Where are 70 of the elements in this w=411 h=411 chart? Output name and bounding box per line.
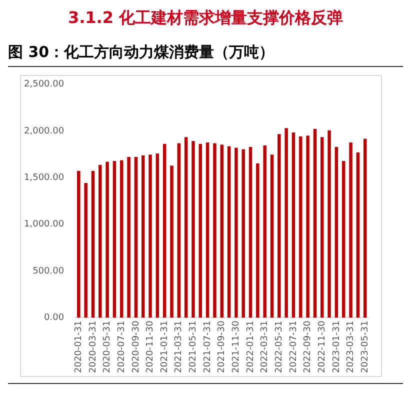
x-tick-label: 2021-11-30 [232,320,242,374]
x-tick-label: 2022-03-31 [260,320,270,374]
chart-title: 图 30：化工方向动力煤消费量（万吨） [8,43,403,67]
bar [227,146,231,318]
bar [234,148,238,318]
bar [242,149,245,318]
y-tick-label: 1,500.00 [24,173,64,184]
bar [184,137,188,318]
bar [342,161,346,318]
bar [134,156,138,318]
bar [84,183,88,318]
bar [278,134,281,318]
bar [213,143,216,318]
x-tick-label: 2021-09-30 [217,320,228,374]
bar [263,145,266,318]
bar [127,156,130,318]
bar [77,170,80,318]
x-tick-label: 2020-05-31 [102,320,113,374]
bar [91,170,95,318]
bar [156,153,160,318]
bar [192,140,195,318]
x-tick-label: 2021-07-31 [202,320,213,374]
bar [177,143,181,318]
bar [349,142,352,318]
x-tick-label: 2022-01-31 [246,320,256,374]
bar [284,128,288,318]
x-tick-label: 2020-11-30 [146,320,156,374]
x-tick-label: 2022-05-31 [274,320,284,374]
bar [313,128,317,318]
bar [98,164,102,318]
y-tick-label: 500.00 [32,266,64,276]
x-tick-label: 2021-01-31 [160,320,170,374]
bar [270,154,274,318]
x-tick-label: 2023-01-31 [332,320,342,374]
y-tick-label: 2,500.00 [24,80,64,90]
x-tick-label: 2021-05-31 [188,320,199,374]
y-tick-label: 1,000.00 [24,220,64,230]
y-tick-label: 0.00 [44,313,64,324]
bar [256,163,260,318]
x-tick-label: 2020-01-31 [74,320,84,374]
bar [170,166,174,318]
bar [292,132,296,318]
bar [299,136,302,318]
bar [306,136,310,318]
y-tick-label: 2,000.00 [24,126,64,136]
bar [106,162,109,318]
bar [320,137,324,318]
bar [328,130,331,318]
bar [334,147,338,318]
bar [220,144,224,318]
bar [198,144,202,318]
bar [248,147,252,318]
x-tick-label: 2022-07-31 [288,320,299,374]
x-tick-label: 2021-03-31 [174,320,184,374]
x-tick-label: 2020-03-31 [88,320,98,374]
x-tick-label: 2020-09-30 [131,320,142,374]
x-tick-label: 2020-07-31 [116,320,127,374]
bar [120,160,124,318]
text: 3.1.2 化工建材需求增量支撑价格反弹 [66,8,344,29]
x-tick-label: 2023-05-31 [360,320,370,374]
x-tick-label: 2023-03-31 [346,320,356,374]
x-tick-label: 2022-11-30 [317,320,328,374]
bar [162,144,166,318]
bar [112,161,116,318]
bar [141,155,145,318]
bar [206,142,210,318]
bar [148,154,152,318]
bar [356,152,360,318]
bar [363,138,367,318]
x-tick-label: 2022-09-30 [303,320,314,374]
